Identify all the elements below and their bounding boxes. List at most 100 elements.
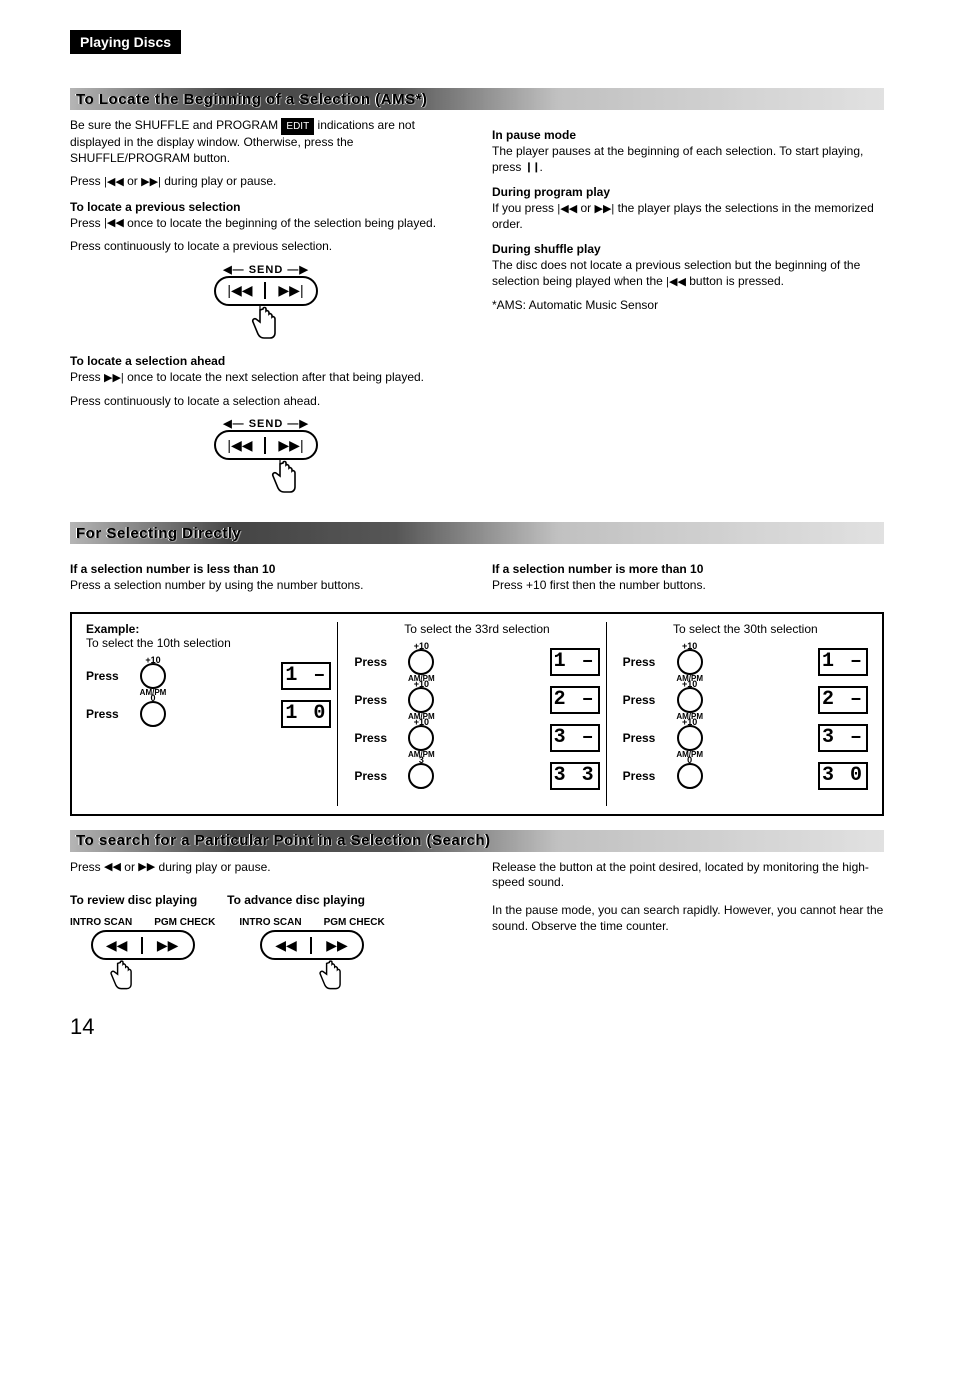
segment-display: 1 – — [818, 648, 868, 676]
send-arrows: ◀— SEND —▶ — [70, 263, 462, 276]
rewind-button[interactable] — [93, 937, 143, 954]
paragraph: The disc does not locate a previous sele… — [492, 258, 884, 289]
remote-prev-next-pill — [214, 430, 318, 460]
text: or — [577, 201, 594, 215]
example-row: Press +10AM/PM 2 – — [623, 686, 868, 714]
example-col-3: To select the 30th selection Press+10AM/… — [617, 622, 874, 806]
pgm-check-label: PGM CHECK — [324, 917, 385, 928]
segment-display: 2 – — [550, 686, 600, 714]
text: Press — [70, 370, 104, 384]
next-track-button[interactable] — [266, 437, 316, 454]
subhead-locate-ahead: To locate a selection ahead — [70, 354, 462, 368]
segment-display: 1 0 — [281, 700, 331, 728]
text: button is pressed. — [686, 274, 784, 288]
number-button[interactable]: +10AM/PM — [408, 725, 434, 751]
fast-forward-button[interactable] — [312, 937, 362, 954]
number-button[interactable]: +10AM/PM — [677, 649, 703, 675]
segment-display: 2 – — [818, 686, 868, 714]
subhead-shuffle-play: During shuffle play — [492, 242, 884, 256]
section-banner-ams: To Locate the Beginning of a Selection (… — [70, 88, 884, 110]
press-label: Press — [354, 655, 400, 669]
ahead-diagram: ◀— SEND —▶ — [70, 417, 462, 498]
segment-display: 3 3 — [550, 762, 600, 790]
fast-forward-button[interactable] — [143, 937, 193, 954]
segment-display: 3 – — [818, 724, 868, 752]
fast-forward-icon — [157, 937, 179, 953]
example-box: Example: To select the 10th selection Pr… — [70, 612, 884, 816]
subhead-locate-previous: To locate a previous selection — [70, 200, 462, 214]
pause-icon — [525, 161, 540, 173]
subhead-pause-mode: In pause mode — [492, 128, 884, 142]
press-label: Press — [623, 731, 669, 745]
segment-display: 3 – — [550, 724, 600, 752]
press-label: Press — [623, 693, 669, 707]
example-row: Press 0 1 0 — [86, 700, 331, 728]
paragraph: Press or during play or pause. — [70, 174, 462, 190]
number-button[interactable]: 0 — [677, 763, 703, 789]
button-superscript: +10 — [682, 679, 697, 689]
number-button[interactable]: +10AM/PM — [677, 725, 703, 751]
right-column: If a selection number is more than 10 Pr… — [492, 552, 884, 602]
text: Press — [70, 860, 104, 874]
press-label: Press — [354, 693, 400, 707]
rewind-button[interactable] — [262, 937, 312, 954]
next-track-icon — [278, 437, 303, 453]
number-button[interactable]: 0 — [140, 701, 166, 727]
send-label: SEND — [249, 264, 284, 276]
page-section-header: Playing Discs — [70, 30, 181, 54]
number-button[interactable]: +10AM/PM — [408, 649, 434, 675]
text: once to locate the next selection after … — [124, 370, 424, 384]
subhead-advance: To advance disc playing — [227, 893, 365, 907]
number-button[interactable]: +10AM/PM — [677, 687, 703, 713]
paragraph: Press continuously to locate a previous … — [70, 239, 462, 255]
thumb-press-icon — [30, 958, 215, 994]
remote-rew-ff-pill — [260, 930, 364, 960]
button-superscript: +10 — [414, 641, 429, 651]
button-superscript: +10 — [145, 655, 160, 665]
prev-track-icon — [666, 276, 686, 288]
prev-track-button[interactable] — [216, 282, 266, 299]
example-row: Press 3 3 3 — [354, 762, 599, 790]
paragraph: Press once to locate the beginning of th… — [70, 216, 462, 232]
text: Be sure the SHUFFLE and PROGRAM — [70, 118, 281, 132]
prev-track-icon — [557, 203, 577, 215]
press-label: Press — [86, 707, 132, 721]
example-title: To select the 10th selection — [86, 636, 331, 650]
text: Press — [70, 174, 104, 188]
paragraph: Press continuously to locate a selection… — [70, 394, 462, 410]
text: or — [124, 174, 141, 188]
paragraph: In the pause mode, you can search rapidl… — [492, 903, 884, 934]
press-label: Press — [354, 769, 400, 783]
next-track-button[interactable] — [266, 282, 316, 299]
thumb-press-icon — [110, 458, 462, 498]
example-row: Press+10AM/PM1 – — [86, 662, 331, 690]
button-superscript: +10 — [414, 717, 429, 727]
send-arrows: ◀— SEND —▶ — [70, 417, 462, 430]
prev-diagram: ◀— SEND —▶ — [70, 263, 462, 344]
left-column: Be sure the SHUFFLE and PROGRAM EDIT ind… — [70, 118, 462, 508]
prev-track-button[interactable] — [216, 437, 266, 454]
number-button[interactable]: +10AM/PM — [140, 663, 166, 689]
review-control: INTRO SCAN PGM CHECK — [70, 917, 215, 994]
remote-prev-next-pill — [214, 276, 318, 306]
section-title: To search for a Particular Point in a Se… — [76, 832, 491, 849]
paragraph: If you press or the player plays the sel… — [492, 201, 884, 232]
segment-display: 3 0 — [818, 762, 868, 790]
prev-track-icon — [227, 437, 252, 453]
next-track-icon — [595, 203, 615, 215]
section-banner-search: To search for a Particular Point in a Se… — [70, 830, 884, 852]
example-col-2: To select the 33rd selection Press+10AM/… — [348, 622, 606, 806]
number-button[interactable]: +10AM/PM — [408, 687, 434, 713]
button-superscript: 0 — [687, 755, 692, 765]
button-superscript: 3 — [419, 755, 424, 765]
subhead-review: To review disc playing — [70, 893, 197, 907]
press-label: Press — [86, 669, 132, 683]
button-superscript: 0 — [150, 693, 155, 703]
thumb-press-icon — [70, 304, 462, 344]
number-button[interactable]: 3 — [408, 763, 434, 789]
subhead-program-play: During program play — [492, 185, 884, 199]
example-label: Example: — [86, 622, 139, 636]
button-superscript: +10 — [682, 717, 697, 727]
intro-scan-label: INTRO SCAN — [239, 917, 301, 928]
page-number: 14 — [70, 1014, 884, 1040]
